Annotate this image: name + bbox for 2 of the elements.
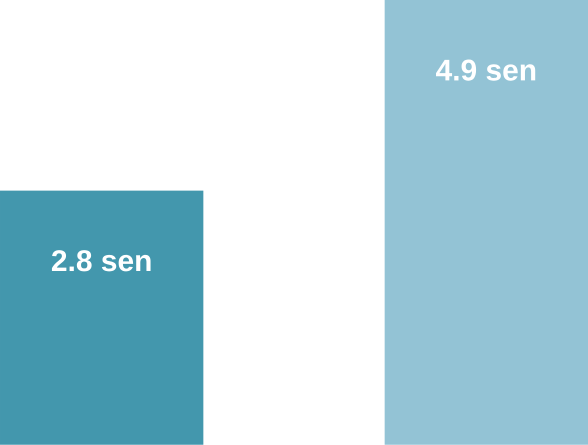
data-label: 4.9 sen bbox=[436, 60, 536, 81]
data-label: 2.8 sen bbox=[52, 250, 151, 272]
